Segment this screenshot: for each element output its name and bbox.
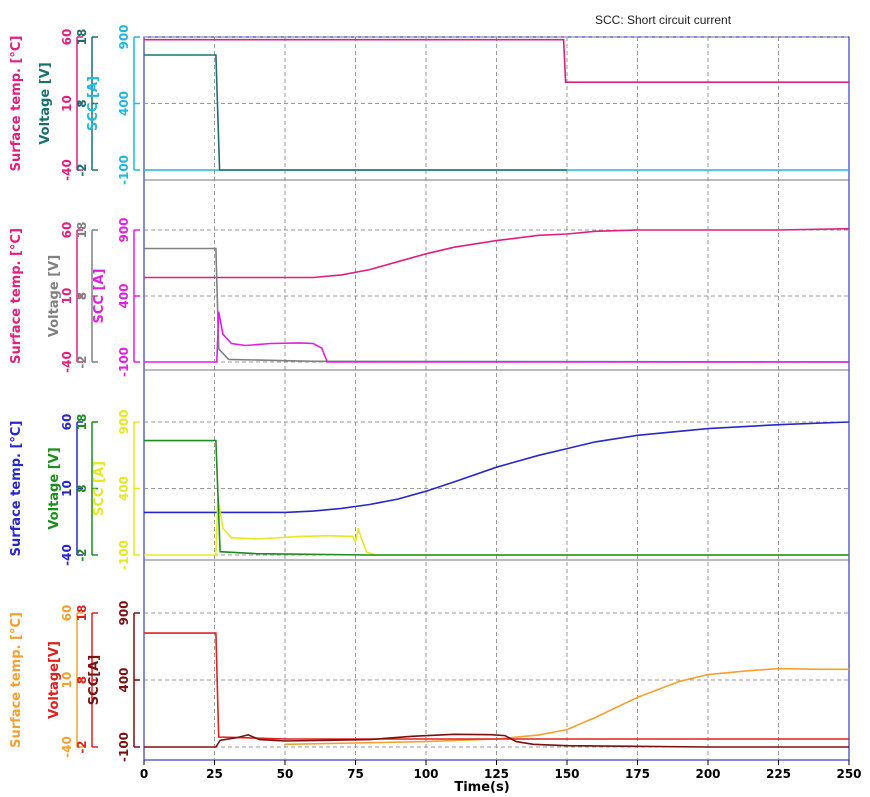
y-axis-label: SCC [A] (92, 269, 107, 324)
x-tick-label: 150 (554, 767, 579, 781)
series-line (144, 54, 567, 171)
x-tick-label: 225 (766, 767, 791, 781)
y-tick-label: 10 (60, 672, 74, 689)
y-tick-label: -40 (60, 159, 74, 181)
y-axis-label: Surface temp. [°C] (9, 421, 24, 557)
y-tick-label: 18 (75, 29, 89, 46)
y-tick-label: 900 (117, 217, 131, 242)
x-tick-label: 250 (836, 767, 861, 781)
y-axis-label: SCC [A] (86, 76, 101, 131)
y-tick-label: 8 (75, 292, 89, 300)
y-tick-label: -2 (75, 163, 89, 176)
x-tick-label: 125 (484, 767, 509, 781)
y-tick-label: 8 (75, 484, 89, 492)
series-line (144, 421, 850, 514)
y-tick-label: 400 (117, 283, 131, 308)
x-tick-label: 200 (695, 767, 720, 781)
y-axis-label: SCC[A] (87, 655, 102, 705)
x-tick-label: 75 (347, 767, 364, 781)
series-line (144, 497, 849, 556)
y-axis-label: Voltage [V] (38, 62, 53, 144)
y-tick-label: 400 (117, 476, 131, 501)
x-tick-label: 100 (413, 767, 438, 781)
x-tick-label: 0 (140, 767, 148, 781)
y-tick-label: 10 (60, 95, 74, 112)
y-tick-label: -100 (117, 155, 131, 185)
y-tick-label: 400 (117, 91, 131, 116)
y-tick-label: -2 (75, 548, 89, 561)
y-axis-label: Voltage [V] (47, 447, 62, 529)
y-tick-label: -100 (117, 347, 131, 377)
series-line (144, 733, 849, 748)
y-tick-label: 60 (60, 414, 74, 431)
y-tick-label: 18 (75, 414, 89, 431)
y-tick-label: -2 (75, 740, 89, 753)
y-axis-label: Voltage [V] (47, 255, 62, 337)
annotation-text: SCC: Short circuit current (595, 13, 732, 27)
series-line (144, 227, 850, 279)
x-tick-label: 50 (277, 767, 294, 781)
y-tick-label: -40 (60, 544, 74, 566)
y-axis-label: Surface temp. [°C] (9, 228, 24, 364)
y-tick-label: 60 (60, 222, 74, 239)
y-tick-label: 8 (75, 676, 89, 684)
series-line (144, 311, 849, 363)
y-tick-label: 18 (75, 222, 89, 239)
y-tick-label: 8 (75, 99, 89, 107)
y-tick-label: 18 (75, 605, 89, 622)
y-tick-label: -2 (75, 355, 89, 368)
series-line (144, 632, 849, 740)
x-tick-label: 175 (625, 767, 650, 781)
y-tick-label: 10 (60, 480, 74, 497)
y-axis-label: Voltage[V] (47, 641, 62, 719)
series-line (144, 38, 849, 83)
y-tick-label: -40 (60, 736, 74, 758)
y-tick-label: 60 (60, 29, 74, 46)
y-axis-label: Surface temp. [°C] (9, 612, 24, 748)
y-tick-label: 900 (117, 600, 131, 625)
x-tick-label: 25 (206, 767, 223, 781)
y-tick-label: -40 (60, 351, 74, 373)
y-tick-label: 400 (117, 667, 131, 692)
y-tick-label: 10 (60, 288, 74, 305)
x-axis-label: Time(s) (454, 780, 509, 793)
series-line (144, 439, 849, 556)
y-tick-label: 900 (117, 409, 131, 434)
y-tick-label: 60 (60, 605, 74, 622)
y-axis-label: Surface temp. [°C] (9, 36, 24, 172)
y-tick-label: -100 (117, 732, 131, 762)
series-line (284, 667, 849, 746)
y-axis-label: SCC [A] (92, 461, 107, 516)
y-tick-label: -100 (117, 540, 131, 570)
y-tick-label: 900 (117, 24, 131, 49)
